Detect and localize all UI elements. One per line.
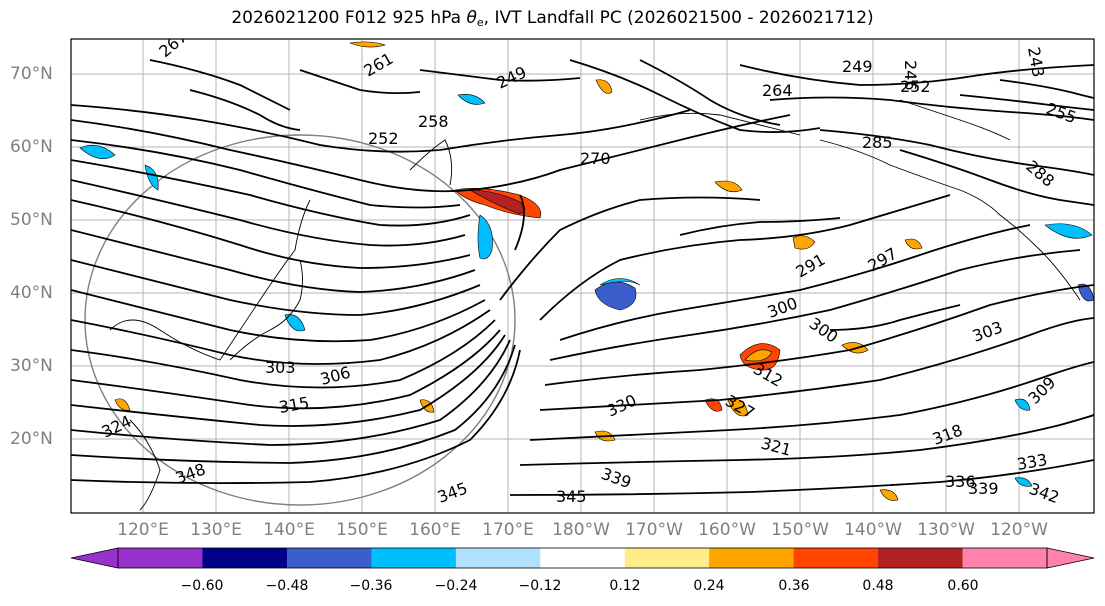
colorbar-tick-label: −0.36 — [349, 578, 393, 594]
contour-label: 252 — [368, 129, 399, 148]
contour-label: 264 — [762, 81, 793, 100]
contour-label: 336 — [945, 472, 976, 491]
colorbar-tick-label: −0.24 — [434, 578, 478, 594]
lat-label: 40°N — [10, 283, 53, 303]
colorbar-frame — [117, 547, 1048, 569]
colorbar-tick-label: 0.60 — [947, 578, 979, 594]
colorbar-segment — [878, 548, 964, 568]
colorbar-tick-label: −0.60 — [180, 578, 224, 594]
map-title: 2026021200 F012 925 hPa θe, IVT Landfall… — [0, 8, 1105, 29]
lon-label: 140°W — [844, 520, 902, 540]
colorbar-segment — [455, 548, 541, 568]
colorbar-tick-label: 0.48 — [862, 578, 894, 594]
contour-label: 270 — [580, 149, 611, 168]
colorbar-segment — [286, 548, 372, 568]
map-frame — [70, 38, 1095, 514]
colorbar-segment — [793, 548, 879, 568]
lon-label: 170°E — [482, 520, 534, 540]
lon-label: 140°E — [263, 520, 315, 540]
title-main: 2026021200 F012 925 hPa — [231, 8, 467, 28]
pc-shading — [79, 41, 1094, 501]
lon-label: 120°E — [117, 520, 169, 540]
lon-label: 180°W — [552, 520, 610, 540]
title-symbol: θ — [466, 8, 477, 28]
contour-label: 303 — [265, 358, 296, 377]
map-background — [71, 39, 1094, 513]
theta-e-contours — [71, 59, 1094, 496]
colorbar-tick-label: −0.48 — [265, 578, 309, 594]
landfall-region-outline — [84, 134, 516, 506]
lat-label: 70°N — [10, 64, 53, 84]
colorbar-segment — [709, 548, 795, 568]
colorbar-segment — [962, 548, 1048, 568]
contour-label: 345 — [556, 487, 587, 506]
colorbar-segment — [540, 548, 626, 568]
lon-label: 160°E — [409, 520, 461, 540]
contour-label: 246 — [901, 60, 920, 91]
colorbar-extend-high — [1046, 547, 1095, 569]
colorbar-segment — [371, 548, 457, 568]
colorbar — [70, 547, 1095, 569]
lat-label: 20°N — [10, 429, 53, 449]
lon-label: 170°W — [625, 520, 683, 540]
contour-label: 285 — [862, 133, 893, 152]
colorbar-extend-low — [70, 547, 119, 569]
lat-label: 30°N — [10, 356, 53, 376]
contour-label: 252 — [900, 77, 931, 96]
lon-label: 120°W — [990, 520, 1048, 540]
lon-label: 150°E — [336, 520, 388, 540]
lon-label: 150°W — [771, 520, 829, 540]
coastlines — [109, 99, 1081, 511]
colorbar-tick-label: 0.12 — [609, 578, 641, 594]
colorbar-segment — [202, 548, 288, 568]
colorbar-segments — [118, 548, 1048, 568]
map-content: 249 252 246 243 255 264 249 261 267 252 … — [71, 39, 1094, 513]
contour-label: 258 — [418, 112, 449, 131]
colorbar-tick-label: 0.36 — [778, 578, 810, 594]
lon-label: 130°W — [917, 520, 975, 540]
lat-label: 60°N — [10, 137, 53, 157]
lon-label: 160°W — [698, 520, 756, 540]
lon-label: 130°E — [190, 520, 242, 540]
contour-label: 249 — [842, 57, 873, 76]
title-rest: , IVT Landfall PC (2026021500 - 20260217… — [483, 8, 874, 28]
colorbar-tick-label: −0.12 — [518, 578, 562, 594]
lat-label: 50°N — [10, 210, 53, 230]
title-symbol-subscript: e — [476, 16, 484, 29]
colorbar-segment — [624, 548, 710, 568]
gridlines — [71, 39, 1094, 513]
colorbar-segment — [118, 548, 203, 568]
colorbar-tick-label: 0.24 — [693, 578, 725, 594]
contour-label: 339 — [968, 479, 999, 498]
